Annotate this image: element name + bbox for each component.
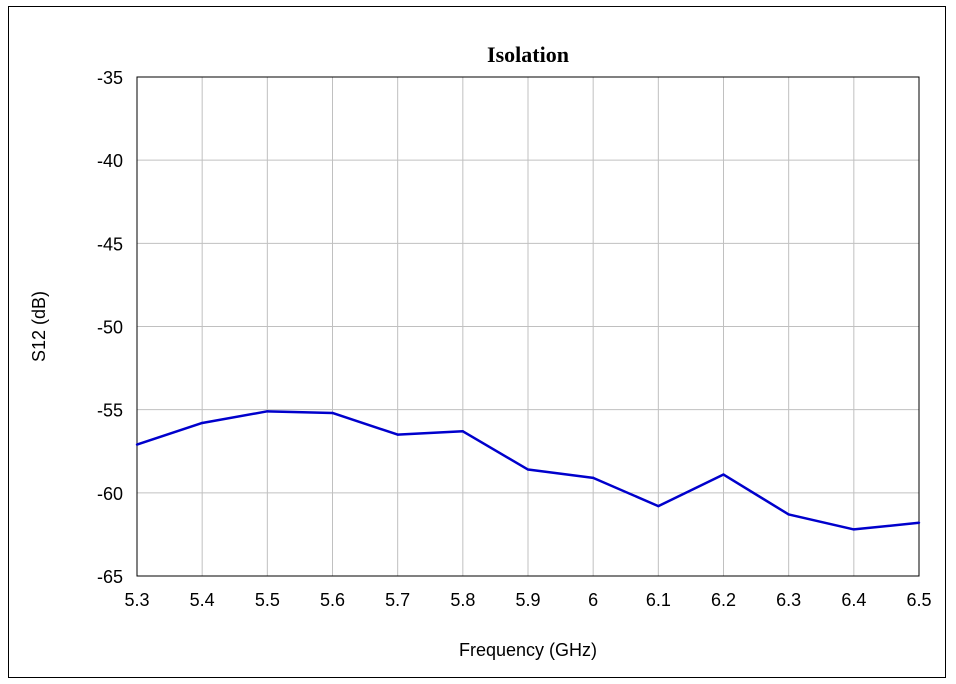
x-tick-label: 5.8 (450, 590, 475, 610)
data-point (657, 504, 660, 508)
x-tick-label: 5.5 (255, 590, 280, 610)
x-tick-label: 5.4 (190, 590, 215, 610)
x-tick-label: 5.9 (515, 590, 540, 610)
data-point (135, 443, 139, 446)
x-tick-labels: 5.3 5.4 5.5 5.6 5.7 5.8 5.9 6 6.1 6.2 6.3 6.4 6.5 (124, 590, 931, 610)
data-point (526, 468, 530, 471)
chart-title: Isolation (487, 42, 569, 67)
y-tick-label: -50 (97, 318, 123, 338)
plot-area (136, 76, 920, 577)
data-point (591, 476, 595, 480)
y-tick-labels: -35 -40 -45 -50 -55 -60 -65 (97, 68, 123, 587)
x-tick-label: 6.3 (776, 590, 801, 610)
x-tick-label: 5.6 (320, 590, 345, 610)
x-axis-label: Frequency (GHz) (459, 640, 597, 660)
data-point (200, 421, 204, 425)
data-point (722, 473, 725, 476)
y-tick-label: -45 (97, 234, 123, 254)
x-tick-label: 5.3 (124, 590, 149, 610)
series-layer (135, 410, 921, 531)
x-tick-label: 6.1 (646, 590, 671, 610)
grid-lines (137, 77, 919, 576)
data-point (396, 433, 399, 436)
y-tick-label: -60 (97, 484, 123, 504)
data-point (266, 410, 269, 413)
y-tick-label: -65 (97, 567, 123, 587)
x-tick-label: 6.5 (906, 590, 931, 610)
y-tick-label: -35 (97, 68, 123, 88)
x-tick-label: 6 (588, 590, 598, 610)
x-tick-label: 6.4 (841, 590, 866, 610)
data-point (461, 430, 465, 433)
data-point (331, 411, 334, 415)
data-point (787, 513, 790, 516)
y-axis-label: S12 (dB) (29, 291, 49, 362)
chart-frame (8, 6, 946, 678)
x-tick-label: 6.2 (711, 590, 736, 610)
y-tick-label: -55 (97, 401, 123, 421)
y-tick-label: -40 (97, 151, 123, 171)
data-point (917, 521, 921, 524)
data-point (852, 528, 856, 531)
x-tick-label: 5.7 (385, 590, 410, 610)
